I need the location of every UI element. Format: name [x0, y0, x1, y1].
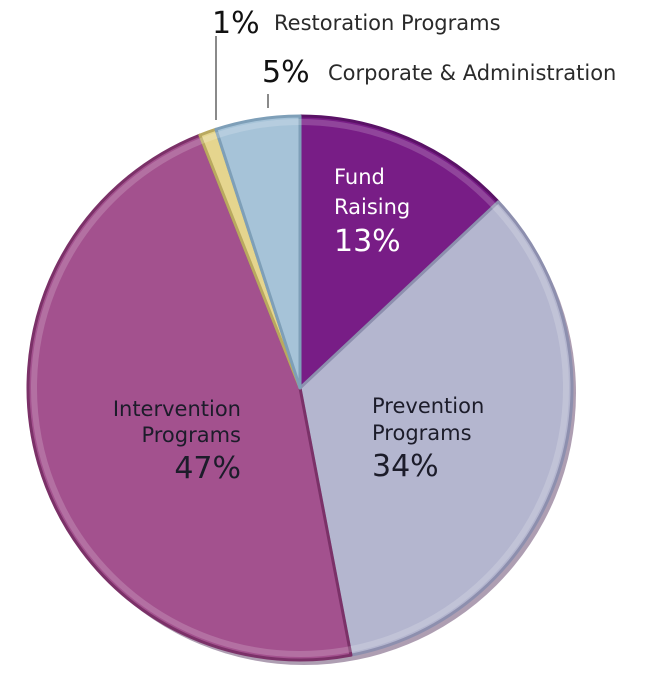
corporate-label: Corporate & Administration	[328, 61, 616, 85]
fund-raising-label-line-1: Fund	[334, 165, 385, 189]
callout-leaders	[216, 36, 268, 120]
fund-raising-label-line-2: Raising	[334, 195, 410, 219]
intervention-percent: 47%	[174, 451, 241, 486]
corporate-percent: 5%	[262, 55, 310, 90]
callout-corporate: 5% Corporate & Administration	[262, 55, 616, 90]
pie-slices	[28, 116, 576, 665]
prevention-label-line-1: Prevention	[372, 394, 484, 418]
prevention-label-line-2: Programs	[372, 421, 472, 445]
callout-restoration: 1% Restoration Programs	[212, 6, 501, 41]
intervention-label-line-1: Intervention	[113, 397, 241, 421]
restoration-label: Restoration Programs	[274, 11, 501, 35]
restoration-percent: 1%	[212, 6, 260, 41]
intervention-label-line-2: Programs	[141, 423, 241, 447]
fund-raising-percent: 13%	[334, 224, 401, 259]
prevention-percent: 34%	[372, 449, 439, 484]
